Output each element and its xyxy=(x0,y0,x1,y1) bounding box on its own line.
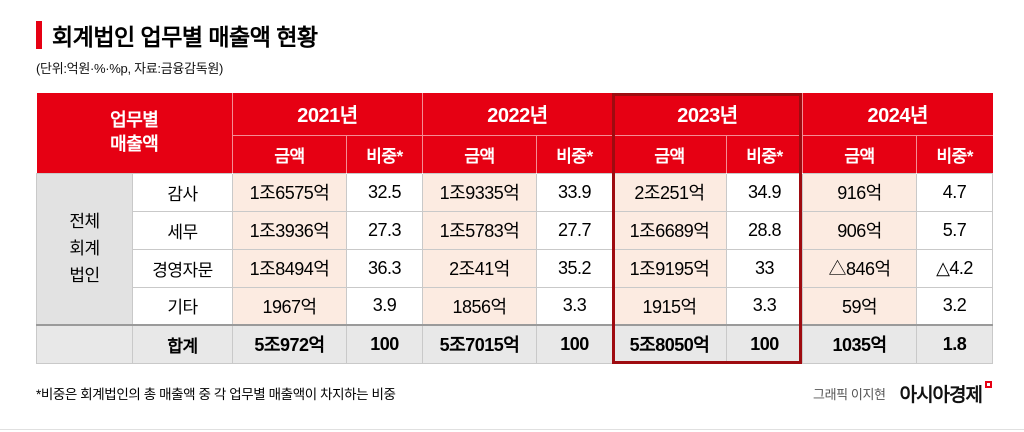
table-row-total: 합계 5조972억 100 5조7015억 100 5조8050억 100 10… xyxy=(36,324,993,364)
year-header-2024: 2024년 xyxy=(802,93,993,135)
amount-cell: 5조7015억 xyxy=(422,324,537,364)
row-label: 세무 xyxy=(132,210,233,250)
amount-cell: △846억 xyxy=(802,248,917,288)
title-accent-bar xyxy=(36,21,42,49)
share-cell: 100 xyxy=(536,324,613,364)
asiae-logo-mark-icon xyxy=(985,380,992,388)
amount-cell: 1조3936억 xyxy=(232,210,347,250)
share-cell: 1.8 xyxy=(916,324,993,364)
amount-cell: 5조972억 xyxy=(232,324,347,364)
asiae-logo-text: 아시아경제 xyxy=(899,384,983,406)
share-cell: 3.9 xyxy=(346,286,423,326)
amount-cell: 1조5783억 xyxy=(422,210,537,250)
amount-cell: 1조9335억 xyxy=(422,172,537,212)
group-label-cell: 전체 회계 법인 xyxy=(36,172,133,326)
share-cell: 5.7 xyxy=(916,210,993,250)
graphic-credit: 그래픽 이지현 xyxy=(813,386,886,402)
amount-cell: 916억 xyxy=(802,172,917,212)
corner-header: 업무별 매출액 xyxy=(36,93,233,173)
row-label: 기타 xyxy=(132,286,233,326)
share-cell: 33 xyxy=(726,248,803,288)
row-label: 경영자문 xyxy=(132,248,233,288)
table-row-tax: 세무 1조3936억 27.3 1조5783억 27.7 1조6689억 28.… xyxy=(37,210,993,250)
row-label-total: 합계 xyxy=(132,324,233,364)
bottom-divider xyxy=(0,429,1024,430)
row-label: 감사 xyxy=(132,172,233,212)
subheader-share-2023: 비중* xyxy=(726,134,803,173)
share-cell: 4.7 xyxy=(916,172,993,212)
share-cell: 33.9 xyxy=(536,172,613,212)
amount-cell: 1967억 xyxy=(232,286,347,326)
share-cell: 34.9 xyxy=(726,172,803,212)
share-cell: △4.2 xyxy=(916,248,993,288)
footer: *비중은 회계법인의 총 매출액 중 각 업무별 매출액이 차지하는 비중 그래… xyxy=(36,380,992,407)
subheader-amount-2023: 금액 xyxy=(612,134,727,173)
share-cell: 28.8 xyxy=(726,210,803,250)
share-cell: 3.2 xyxy=(916,286,993,326)
table-row-others: 기타 1967억 3.9 1856억 3.3 1915억 3.3 59억 3.2 xyxy=(37,286,993,326)
amount-cell: 1조9195억 xyxy=(612,248,727,288)
share-cell: 100 xyxy=(726,324,803,364)
amount-cell: 1035억 xyxy=(802,324,917,364)
year-header-2023: 2023년 xyxy=(612,93,803,135)
share-cell: 36.3 xyxy=(346,248,423,288)
amount-cell: 1915억 xyxy=(612,286,727,326)
asiae-logo: 아시아경제 xyxy=(900,380,992,407)
amount-cell: 906억 xyxy=(802,210,917,250)
subheader-share-2022: 비중* xyxy=(536,134,613,173)
units-source-subtitle: (단위:억원·%·%p, 자료:금융감독원) xyxy=(36,61,224,76)
share-cell: 27.3 xyxy=(346,210,423,250)
footnote: *비중은 회계법인의 총 매출액 중 각 업무별 매출액이 차지하는 비중 xyxy=(36,387,396,402)
amount-cell: 1조8494억 xyxy=(232,248,347,288)
group-empty-cell xyxy=(36,324,133,364)
subheader-share-2021: 비중* xyxy=(346,134,423,173)
subheader-amount-2024: 금액 xyxy=(802,134,917,173)
revenue-table-wrap: 업무별 매출액 2021년 2022년 2023년 2024년 금액 비중* 금… xyxy=(36,93,993,364)
year-header-row: 업무별 매출액 2021년 2022년 2023년 2024년 xyxy=(36,93,993,173)
amount-cell: 2조41억 xyxy=(422,248,537,288)
credits: 그래픽 이지현 아시아경제 xyxy=(813,380,992,407)
share-cell: 3.3 xyxy=(726,286,803,326)
share-cell: 3.3 xyxy=(536,286,613,326)
subheader-share-2024: 비중* xyxy=(916,134,993,173)
amount-cell: 5조8050억 xyxy=(612,324,727,364)
amount-cell: 1조6575억 xyxy=(232,172,347,212)
share-cell: 100 xyxy=(346,324,423,364)
share-cell: 35.2 xyxy=(536,248,613,288)
year-header-2021: 2021년 xyxy=(232,93,423,135)
table-row-audit: 전체 회계 법인 감사 1조6575억 32.5 1조9335억 33.9 2조… xyxy=(36,172,993,326)
table-row-consulting: 경영자문 1조8494억 36.3 2조41억 35.2 1조9195억 33 … xyxy=(37,248,993,288)
share-cell: 32.5 xyxy=(346,172,423,212)
subheader-row: 금액 비중* 금액 비중* 금액 비중* 금액 비중* xyxy=(37,134,993,173)
amount-cell: 1856억 xyxy=(422,286,537,326)
year-header-2022: 2022년 xyxy=(422,93,613,135)
amount-cell: 59억 xyxy=(802,286,917,326)
title-block: 회계법인 업무별 매출액 현황 (단위:억원·%·%p, 자료:금융감독원) xyxy=(0,0,1024,77)
revenue-table: 업무별 매출액 2021년 2022년 2023년 2024년 금액 비중* 금… xyxy=(36,93,993,364)
page-title: 회계법인 업무별 매출액 현황 xyxy=(52,24,318,50)
subheader-amount-2021: 금액 xyxy=(232,134,347,173)
amount-cell: 2조251억 xyxy=(612,172,727,212)
amount-cell: 1조6689억 xyxy=(612,210,727,250)
subheader-amount-2022: 금액 xyxy=(422,134,537,173)
share-cell: 27.7 xyxy=(536,210,613,250)
